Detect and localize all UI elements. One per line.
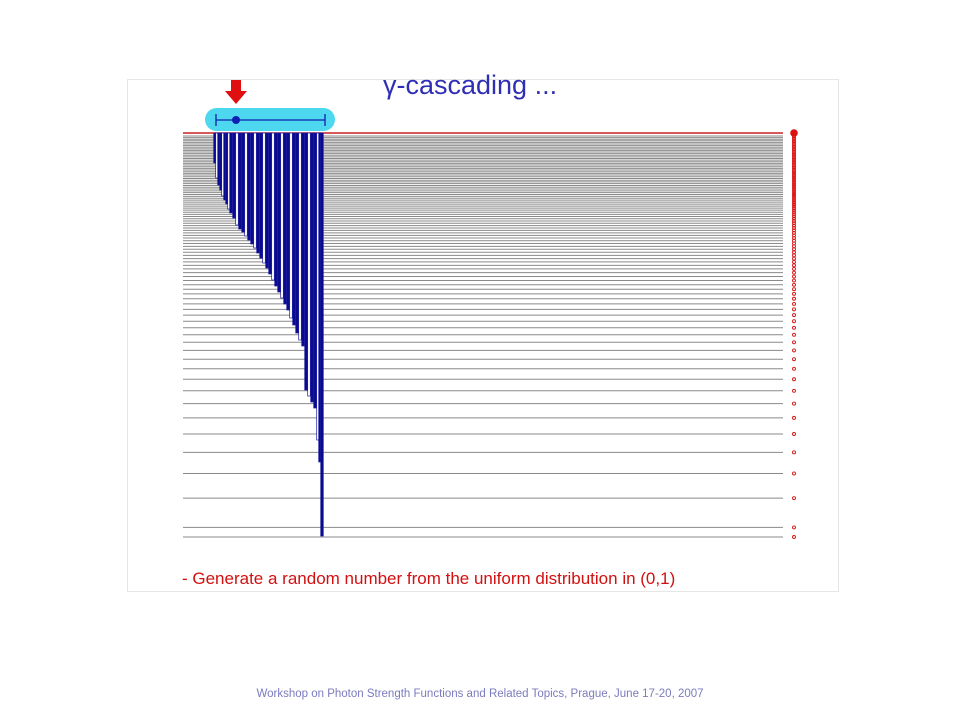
level-dot (792, 200, 796, 205)
cascade-transition-bar (265, 132, 269, 269)
level-dot (792, 253, 796, 258)
level-dot (792, 366, 796, 371)
slide-title: γ-cascading ... (383, 70, 558, 100)
cascade-transition-bar (295, 132, 299, 334)
level-dot (792, 228, 796, 233)
level-dot (792, 208, 796, 213)
cascade-transition-bar (274, 132, 278, 287)
level-dot (792, 332, 796, 337)
level-dot (792, 176, 796, 181)
level-dot (792, 325, 796, 330)
level-dot (792, 212, 796, 217)
level-dot (792, 198, 796, 203)
cascade-transition-bar (238, 132, 242, 230)
cascade-transition-bar (292, 132, 296, 326)
cascade-transition-bar (304, 132, 308, 391)
level-dot (792, 181, 796, 186)
cascade-transition-bar (286, 132, 290, 311)
cascade-transition-bar (277, 132, 281, 293)
level-dot (792, 221, 796, 226)
cascade-transition-bar (232, 132, 236, 219)
level-dot (792, 401, 796, 406)
level-dot (792, 256, 796, 261)
cascade-transition-bar (313, 132, 317, 409)
level-dot (792, 282, 796, 287)
level-dot (792, 250, 796, 255)
level-dot (792, 525, 796, 530)
level-dot (792, 223, 796, 228)
level-dot (792, 270, 796, 275)
bullet-text: - Generate a random number from the unif… (182, 569, 676, 588)
cascade-transition-bar (250, 132, 254, 245)
level-dot (792, 214, 796, 219)
level-dot (792, 307, 796, 312)
level-dot (792, 287, 796, 292)
cascade-transition-bar (310, 132, 314, 403)
level-dot (792, 278, 796, 283)
cascade-transition-bar (235, 132, 239, 226)
level-dot (792, 274, 796, 279)
level-dot (792, 450, 796, 455)
level-dot (792, 377, 796, 382)
level-dot (792, 388, 796, 393)
cascade-transition-bar (298, 132, 302, 341)
level-dot (792, 183, 796, 188)
cascade-transition-bar (256, 132, 260, 254)
cascade-transition-bar (280, 132, 284, 299)
level-dot (792, 206, 796, 211)
level-dot (792, 210, 796, 215)
level-dot (792, 226, 796, 230)
level-dot (792, 196, 796, 201)
level-dot (792, 263, 796, 268)
cascade-transition-bar (283, 132, 287, 305)
level-dot (792, 340, 796, 345)
level-dot (792, 216, 796, 221)
level-dot (792, 247, 796, 252)
level-dot (792, 471, 796, 476)
level-dot (792, 194, 796, 199)
cascade-transition-bar (262, 132, 266, 264)
level-dot (792, 296, 796, 301)
level-dot (792, 188, 796, 193)
top-level-dot (790, 129, 798, 137)
level-dot (792, 204, 796, 209)
cascade-transition-bar (301, 132, 305, 347)
level-dot (792, 179, 796, 184)
level-dot (792, 202, 796, 207)
level-dot (792, 313, 796, 318)
cascade-transition-bar (307, 132, 311, 397)
level-dot (792, 357, 796, 362)
cascade-transition-bar (241, 132, 245, 233)
cascade-transition-bar (259, 132, 263, 259)
level-dot (792, 190, 796, 195)
cascade-transition-bar (320, 132, 324, 537)
level-dot (792, 432, 796, 436)
pointer-arrow-icon (225, 80, 247, 104)
cascade-transition-bar (271, 132, 275, 281)
level-dot (792, 291, 796, 296)
footer-text: Workshop on Photon Strength Functions an… (256, 688, 704, 700)
level-dot (792, 187, 796, 191)
level-dot (792, 301, 796, 306)
level-dot (792, 535, 796, 539)
level-dot (792, 319, 796, 324)
cascade-transition-bar (244, 132, 248, 237)
cascade-transition-bar (268, 132, 272, 275)
level-dot (792, 192, 796, 197)
level-dot (792, 178, 796, 183)
level-dot (792, 348, 796, 353)
cascade-transition-bar (229, 132, 233, 214)
level-dot (792, 415, 796, 420)
level-dot (792, 496, 796, 501)
level-dot (792, 259, 796, 264)
cascade-transition-bar (247, 132, 251, 241)
level-dot (792, 185, 796, 190)
level-dot (792, 266, 796, 271)
level-dot (792, 219, 796, 223)
cascade-transition-bar (289, 132, 293, 319)
cascade-transition-bar (253, 132, 257, 249)
random-number-dot (232, 116, 240, 124)
